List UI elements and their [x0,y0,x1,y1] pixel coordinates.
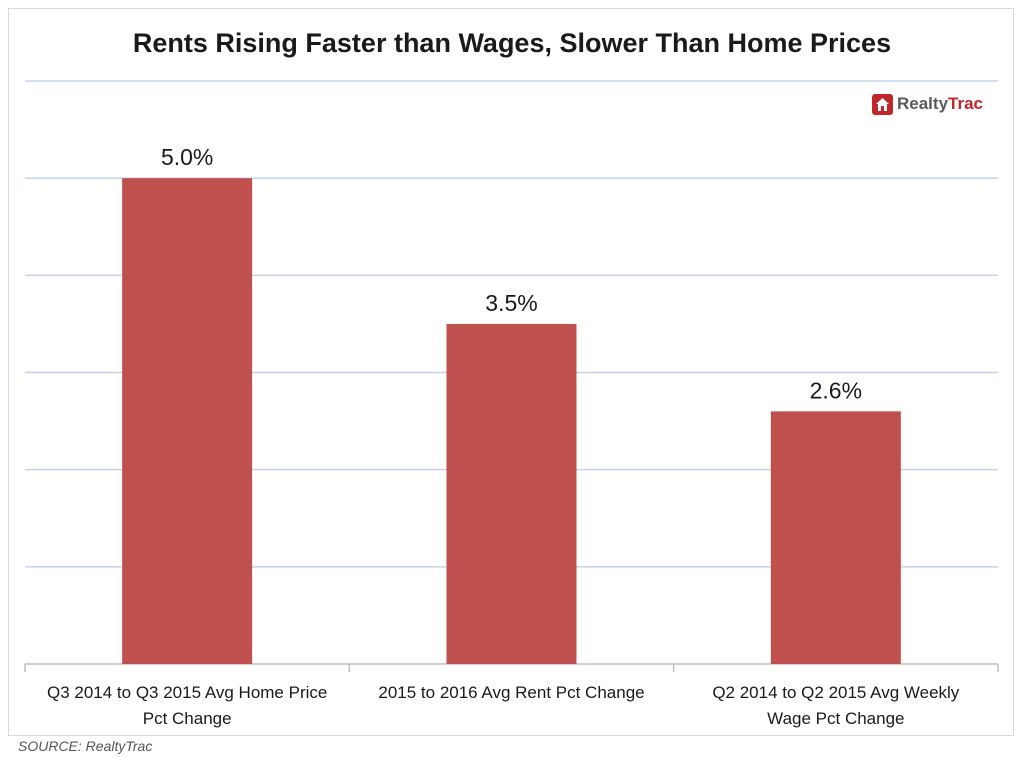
x-tick-label: 2015 to 2016 Avg Rent Pct Change [378,683,644,702]
house-icon [872,93,893,115]
logo-text: RealtyTrac [897,94,983,114]
bar [770,411,901,664]
data-label: 5.0% [161,144,213,170]
logo-text-accent: Trac [948,94,984,113]
source-note: SOURCE: RealtyTrac [18,738,153,754]
x-tick-label: Q2 2014 to Q2 2015 Avg Weekly [712,683,959,702]
x-tick-label: Pct Change [143,709,232,728]
x-tick-label: Wage Pct Change [767,709,904,728]
x-tick-label: Q3 2014 to Q3 2015 Avg Home Price [47,683,327,702]
data-label: 2.6% [810,377,862,403]
bar [122,178,253,664]
logo-text-main: Realty [897,94,949,113]
realtytrac-logo: RealtyTrac [872,90,983,118]
data-label: 3.5% [485,290,537,316]
bar [446,323,577,664]
chart-title: Rents Rising Faster than Wages, Slower T… [132,28,892,58]
